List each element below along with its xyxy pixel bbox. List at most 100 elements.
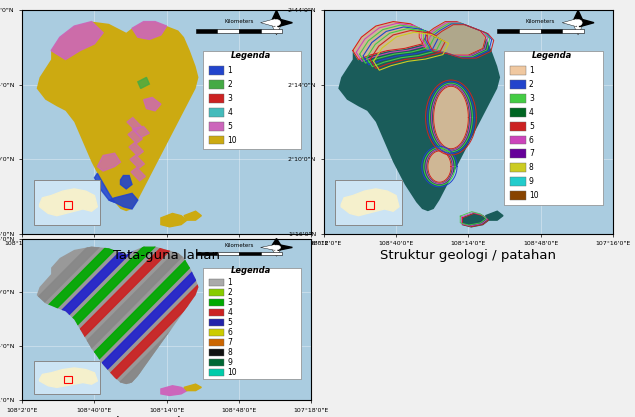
Polygon shape <box>130 155 144 168</box>
Bar <box>510 136 526 144</box>
Polygon shape <box>144 98 161 111</box>
Polygon shape <box>260 244 275 250</box>
Polygon shape <box>434 86 469 149</box>
Text: Tata-guna lahan: Tata-guna lahan <box>113 249 220 262</box>
Bar <box>217 252 239 255</box>
Text: 7: 7 <box>529 149 534 158</box>
Text: 6: 6 <box>227 328 232 337</box>
Bar <box>208 299 225 306</box>
Polygon shape <box>83 239 255 400</box>
Bar <box>260 252 282 255</box>
Polygon shape <box>65 239 237 400</box>
Polygon shape <box>157 239 330 400</box>
Polygon shape <box>10 239 182 400</box>
Polygon shape <box>131 168 145 181</box>
Polygon shape <box>573 24 584 35</box>
Bar <box>64 377 72 382</box>
Bar <box>335 180 402 225</box>
Polygon shape <box>127 118 142 131</box>
Polygon shape <box>184 384 201 391</box>
Bar <box>366 201 374 209</box>
Bar <box>562 29 584 33</box>
Polygon shape <box>194 239 366 400</box>
Bar <box>34 180 100 225</box>
Text: 10: 10 <box>227 368 237 377</box>
Polygon shape <box>271 239 282 246</box>
Bar <box>519 29 540 33</box>
Text: 4: 4 <box>227 108 232 117</box>
Polygon shape <box>338 22 500 211</box>
Bar <box>196 252 217 255</box>
Text: 2: 2 <box>227 80 232 89</box>
Polygon shape <box>278 19 292 27</box>
Bar <box>510 163 526 172</box>
Polygon shape <box>46 239 218 400</box>
Polygon shape <box>176 239 348 400</box>
Polygon shape <box>138 77 149 88</box>
Text: 10: 10 <box>529 191 538 200</box>
Text: 6: 6 <box>529 136 534 145</box>
Bar <box>510 80 526 89</box>
Polygon shape <box>379 239 551 400</box>
Polygon shape <box>132 126 149 138</box>
Text: 2: 2 <box>529 80 534 89</box>
Polygon shape <box>287 239 459 400</box>
Bar <box>208 66 225 75</box>
Text: 7: 7 <box>227 338 232 347</box>
Polygon shape <box>0 239 163 400</box>
Text: 1: 1 <box>227 66 232 75</box>
Polygon shape <box>0 239 145 400</box>
Polygon shape <box>271 248 282 256</box>
Polygon shape <box>250 239 422 400</box>
Polygon shape <box>353 22 428 60</box>
Polygon shape <box>95 173 115 202</box>
Text: 1: 1 <box>227 278 232 287</box>
Bar <box>208 122 225 131</box>
Polygon shape <box>132 22 166 40</box>
Text: 4: 4 <box>529 108 534 117</box>
Text: 8: 8 <box>529 163 534 172</box>
Text: 9: 9 <box>529 177 534 186</box>
Circle shape <box>574 20 582 26</box>
Bar <box>504 50 603 204</box>
Text: Legenda: Legenda <box>231 266 271 275</box>
Bar <box>239 29 260 33</box>
Text: Legenda: Legenda <box>231 50 271 60</box>
Bar <box>510 149 526 158</box>
Text: 9: 9 <box>227 358 232 367</box>
Polygon shape <box>361 239 533 400</box>
Polygon shape <box>121 176 132 189</box>
Polygon shape <box>462 214 488 227</box>
Bar <box>203 50 301 149</box>
Polygon shape <box>139 239 311 400</box>
Polygon shape <box>305 239 478 400</box>
Text: 3: 3 <box>529 94 534 103</box>
Polygon shape <box>109 193 138 209</box>
Bar <box>239 252 260 255</box>
Polygon shape <box>121 239 293 400</box>
Text: 10: 10 <box>227 136 237 145</box>
Polygon shape <box>37 246 199 384</box>
Polygon shape <box>271 24 282 35</box>
Bar <box>208 319 225 326</box>
Polygon shape <box>419 22 486 55</box>
Bar <box>540 29 562 33</box>
Bar <box>510 177 526 186</box>
Bar <box>196 29 217 33</box>
Polygon shape <box>51 22 103 60</box>
Polygon shape <box>269 239 441 400</box>
Bar <box>208 279 225 286</box>
Bar <box>510 191 526 200</box>
Bar <box>208 359 225 366</box>
Bar <box>34 362 100 394</box>
Polygon shape <box>128 130 142 143</box>
Polygon shape <box>161 386 187 395</box>
Bar <box>208 289 225 296</box>
Polygon shape <box>278 244 292 250</box>
Polygon shape <box>37 22 199 211</box>
Bar <box>260 29 282 33</box>
Bar <box>208 309 225 316</box>
Text: Legenda: Legenda <box>532 50 572 60</box>
Bar <box>208 339 225 346</box>
Circle shape <box>272 245 281 250</box>
